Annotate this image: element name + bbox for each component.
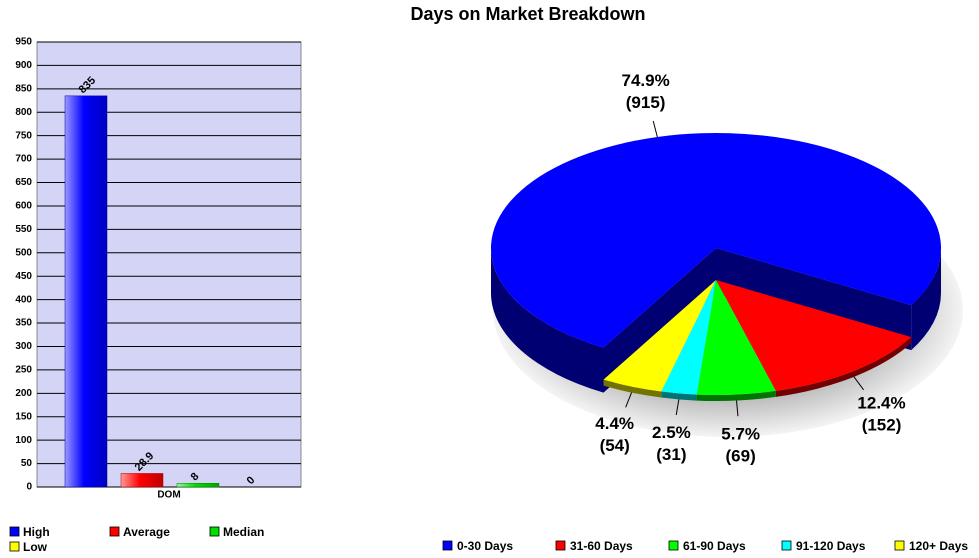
legend-swatch <box>442 540 453 551</box>
leader-line <box>652 120 658 138</box>
slice-side <box>696 390 776 401</box>
slice-percent: 5.7% <box>721 425 760 444</box>
y-tick-label: 400 <box>15 294 32 305</box>
slice-side <box>775 337 912 397</box>
leader-line <box>853 376 865 391</box>
legend-swatch <box>555 540 566 551</box>
slice-side <box>491 248 604 393</box>
y-tick-label: 900 <box>15 60 32 71</box>
slice-side <box>911 248 941 351</box>
legend-label: Average <box>123 525 170 539</box>
slice-value: (31) <box>656 445 686 464</box>
legend-swatch <box>668 540 679 551</box>
legend-label: 91-120 Days <box>796 539 866 553</box>
y-tick-label: 100 <box>15 435 32 446</box>
chart-title: Days on Market Breakdown <box>410 4 645 24</box>
legend-label: Low <box>23 540 48 554</box>
y-tick-label: 450 <box>15 271 32 282</box>
pie-slice <box>696 280 776 395</box>
legend-swatch <box>9 526 20 537</box>
slice-percent: 4.4% <box>595 414 634 433</box>
legend-label: High <box>23 525 50 539</box>
y-tick-label: 350 <box>15 318 32 329</box>
legend-label: 31-60 Days <box>570 539 633 553</box>
legend-label: 120+ Days <box>909 539 968 553</box>
leader-line <box>736 400 739 417</box>
leader-line <box>625 392 633 408</box>
legend-label: 0-30 Days <box>457 539 513 553</box>
bar <box>176 483 220 488</box>
legend-label: Median <box>223 525 264 539</box>
slice-side <box>661 391 697 401</box>
pie-slice <box>716 280 912 391</box>
y-tick-label: 600 <box>15 201 32 212</box>
slice-value: (915) <box>626 93 666 112</box>
y-tick-label: 700 <box>15 154 32 165</box>
legend-swatch <box>9 541 20 552</box>
leader-line <box>675 399 680 416</box>
y-tick-label: 250 <box>15 365 32 376</box>
slice-percent: 2.5% <box>652 423 691 442</box>
y-tick-label: 150 <box>15 411 32 422</box>
y-tick-label: 300 <box>15 341 32 352</box>
y-tick-label: 850 <box>15 83 32 94</box>
y-tick-label: 800 <box>15 107 32 118</box>
slice-percent: 74.9% <box>622 71 670 90</box>
legend-swatch <box>109 526 120 537</box>
y-tick-label: 0 <box>26 482 32 493</box>
slice-side <box>603 379 662 398</box>
y-tick-label: 650 <box>15 177 32 188</box>
y-tick-label: 500 <box>15 247 32 258</box>
bar <box>120 473 164 488</box>
slice-value: (152) <box>862 415 902 434</box>
bar <box>64 95 108 488</box>
pie-slice <box>661 280 716 395</box>
y-tick-label: 50 <box>21 458 33 469</box>
x-tick-label: DOM <box>157 490 180 501</box>
legend-swatch <box>781 540 792 551</box>
y-tick-label: 200 <box>15 388 32 399</box>
slice-percent: 12.4% <box>857 393 905 412</box>
legend-swatch <box>209 526 220 537</box>
y-tick-label: 950 <box>15 37 32 48</box>
y-tick-label: 750 <box>15 130 32 141</box>
pie-slice <box>603 280 716 392</box>
legend-label: 61-90 Days <box>683 539 746 553</box>
legend-swatch <box>894 540 905 551</box>
y-tick-label: 550 <box>15 224 32 235</box>
slice-value: (54) <box>600 436 630 455</box>
slice-value: (69) <box>726 447 756 466</box>
pie-slice <box>491 132 942 348</box>
